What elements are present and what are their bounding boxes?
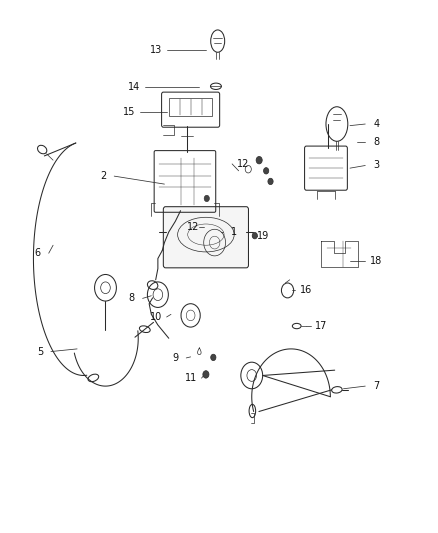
Text: 5: 5 xyxy=(37,346,43,357)
Circle shape xyxy=(211,354,216,361)
Text: 6: 6 xyxy=(35,248,41,258)
Text: 12: 12 xyxy=(237,159,249,169)
Text: 11: 11 xyxy=(184,373,197,383)
Text: 2: 2 xyxy=(100,171,106,181)
Text: 3: 3 xyxy=(373,160,379,171)
Text: 7: 7 xyxy=(373,381,379,391)
Text: 4: 4 xyxy=(373,119,379,129)
Text: 17: 17 xyxy=(315,321,328,331)
Text: 12: 12 xyxy=(187,222,199,232)
Circle shape xyxy=(264,167,269,174)
Circle shape xyxy=(256,157,262,164)
Circle shape xyxy=(252,232,258,239)
Text: 14: 14 xyxy=(128,82,140,92)
Text: 19: 19 xyxy=(257,231,269,241)
Text: 15: 15 xyxy=(124,107,136,117)
Text: 13: 13 xyxy=(149,45,162,54)
Text: 8: 8 xyxy=(129,293,135,303)
Text: 9: 9 xyxy=(172,353,178,363)
FancyBboxPatch shape xyxy=(163,207,248,268)
Circle shape xyxy=(268,178,273,184)
Text: 18: 18 xyxy=(370,256,382,266)
Text: 1: 1 xyxy=(231,227,237,237)
Text: 16: 16 xyxy=(300,286,312,295)
Circle shape xyxy=(203,370,209,378)
Circle shape xyxy=(204,195,209,201)
Text: 10: 10 xyxy=(149,312,162,322)
Text: 8: 8 xyxy=(373,136,379,147)
